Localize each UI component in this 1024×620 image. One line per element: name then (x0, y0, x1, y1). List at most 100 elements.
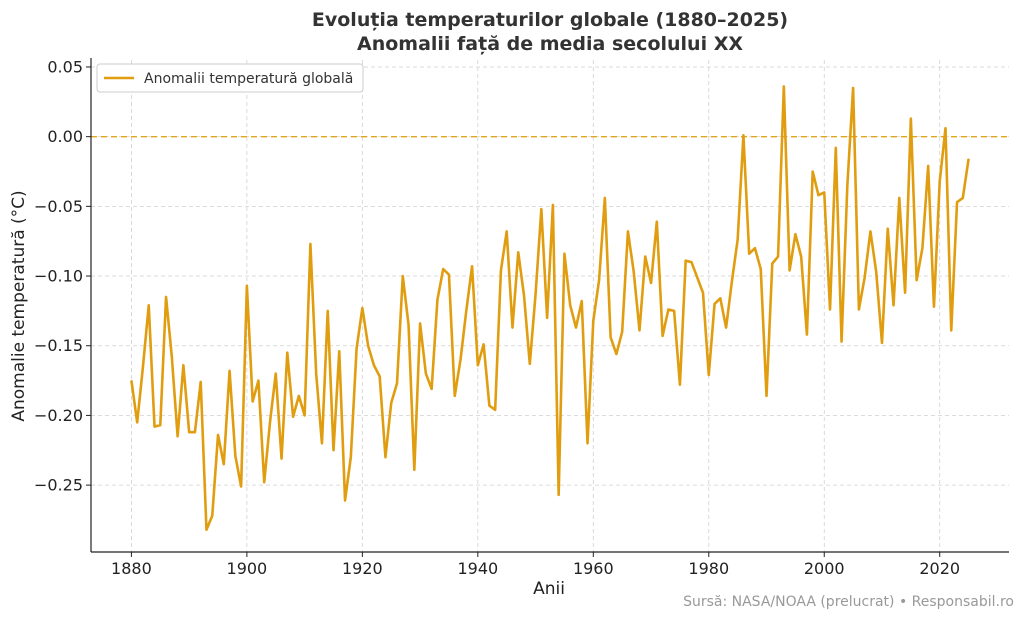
data-point (656, 221, 658, 223)
data-point (500, 269, 502, 272)
data-point (921, 247, 923, 249)
data-point (494, 409, 496, 411)
y-tick-label: −0.10 (34, 267, 83, 286)
data-point (205, 529, 208, 531)
data-point (286, 352, 288, 354)
data-point (332, 449, 335, 451)
legend-box (96, 63, 364, 93)
data-point (633, 271, 635, 273)
axes (90, 58, 1009, 553)
data-point (396, 382, 398, 384)
data-point (298, 395, 300, 397)
data-point (402, 275, 404, 277)
data-point (817, 194, 820, 196)
data-point (309, 243, 311, 245)
data-point (367, 345, 369, 347)
data-point (916, 279, 918, 281)
data-point (454, 395, 456, 397)
x-axis-label: Anii (533, 579, 565, 599)
data-point (483, 343, 485, 345)
data-point (257, 379, 260, 382)
data-point (650, 282, 652, 284)
y-tick-label: −0.25 (34, 476, 83, 495)
data-point (939, 180, 941, 182)
data-point (292, 416, 294, 418)
data-point (182, 364, 184, 366)
data-point (898, 197, 900, 199)
data-point (840, 340, 843, 343)
data-point (881, 342, 883, 344)
data-point (136, 421, 138, 423)
data-point (696, 276, 698, 279)
y-axis-label: Anomalie temperatură (°C) (9, 190, 29, 421)
data-point (563, 253, 566, 255)
data-point (361, 307, 363, 309)
data-point (967, 158, 970, 160)
data-point (685, 260, 687, 262)
data-point (159, 424, 161, 426)
data-point (904, 292, 906, 294)
data-point (737, 239, 739, 241)
data-point (523, 294, 525, 297)
data-point (783, 85, 785, 88)
data-point (130, 379, 133, 382)
y-tick-label: 0.05 (47, 57, 83, 76)
grid (91, 60, 1009, 552)
data-point (806, 333, 808, 336)
data-point (263, 481, 265, 483)
data-point (384, 456, 387, 458)
x-tick-label: 1960 (573, 559, 614, 578)
data-point (864, 276, 866, 279)
data-point (835, 147, 837, 149)
data-point (252, 400, 254, 403)
data-point (177, 435, 179, 437)
data-point (575, 327, 577, 329)
data-point (713, 303, 716, 305)
y-axis-ticks: 0.05 0.00 −0.05 −0.10 −0.15 −0.20 −0.25 (34, 57, 91, 495)
data-point (194, 431, 196, 433)
data-point (511, 327, 514, 329)
data-point (610, 336, 612, 338)
data-point (534, 293, 537, 295)
data-point (280, 458, 283, 460)
data-point (506, 230, 508, 233)
data-point (419, 322, 421, 325)
x-tick-label: 1880 (111, 559, 152, 578)
data-point (552, 204, 554, 206)
data-point (304, 414, 306, 417)
data-point (667, 308, 669, 311)
data-point (558, 494, 560, 496)
data-point (725, 327, 727, 329)
data-point (731, 281, 733, 283)
data-point (153, 425, 156, 428)
data-point (442, 268, 444, 270)
data-point (829, 308, 831, 311)
data-point (188, 431, 190, 433)
data-point (540, 208, 542, 210)
legend: Anomalii temperatură globală (96, 63, 364, 93)
x-axis-ticks: 1880 1900 1920 1940 1960 1980 2000 2020 (111, 552, 960, 578)
data-point (228, 370, 231, 372)
data-point (760, 268, 762, 270)
data-point (719, 297, 721, 299)
data-point (477, 364, 479, 366)
data-point (390, 402, 392, 404)
data-point (425, 372, 427, 375)
data-point (673, 310, 675, 312)
data-point (148, 304, 150, 306)
legend-label: Anomalii temperatură globală (144, 71, 353, 87)
data-point (892, 304, 895, 306)
chart-title: Evoluția temperaturilor globale (1880–20… (312, 9, 788, 31)
data-point (165, 296, 167, 298)
data-point (812, 170, 814, 173)
x-tick-label: 1920 (342, 559, 383, 578)
data-point (344, 499, 346, 502)
series-line-global-anomaly (130, 85, 970, 531)
data-point (275, 372, 277, 375)
data-point (742, 134, 745, 136)
x-tick-label: 1900 (227, 559, 268, 578)
data-point (944, 127, 947, 129)
data-point (142, 366, 144, 368)
data-point (436, 299, 439, 301)
data-point (765, 395, 768, 397)
